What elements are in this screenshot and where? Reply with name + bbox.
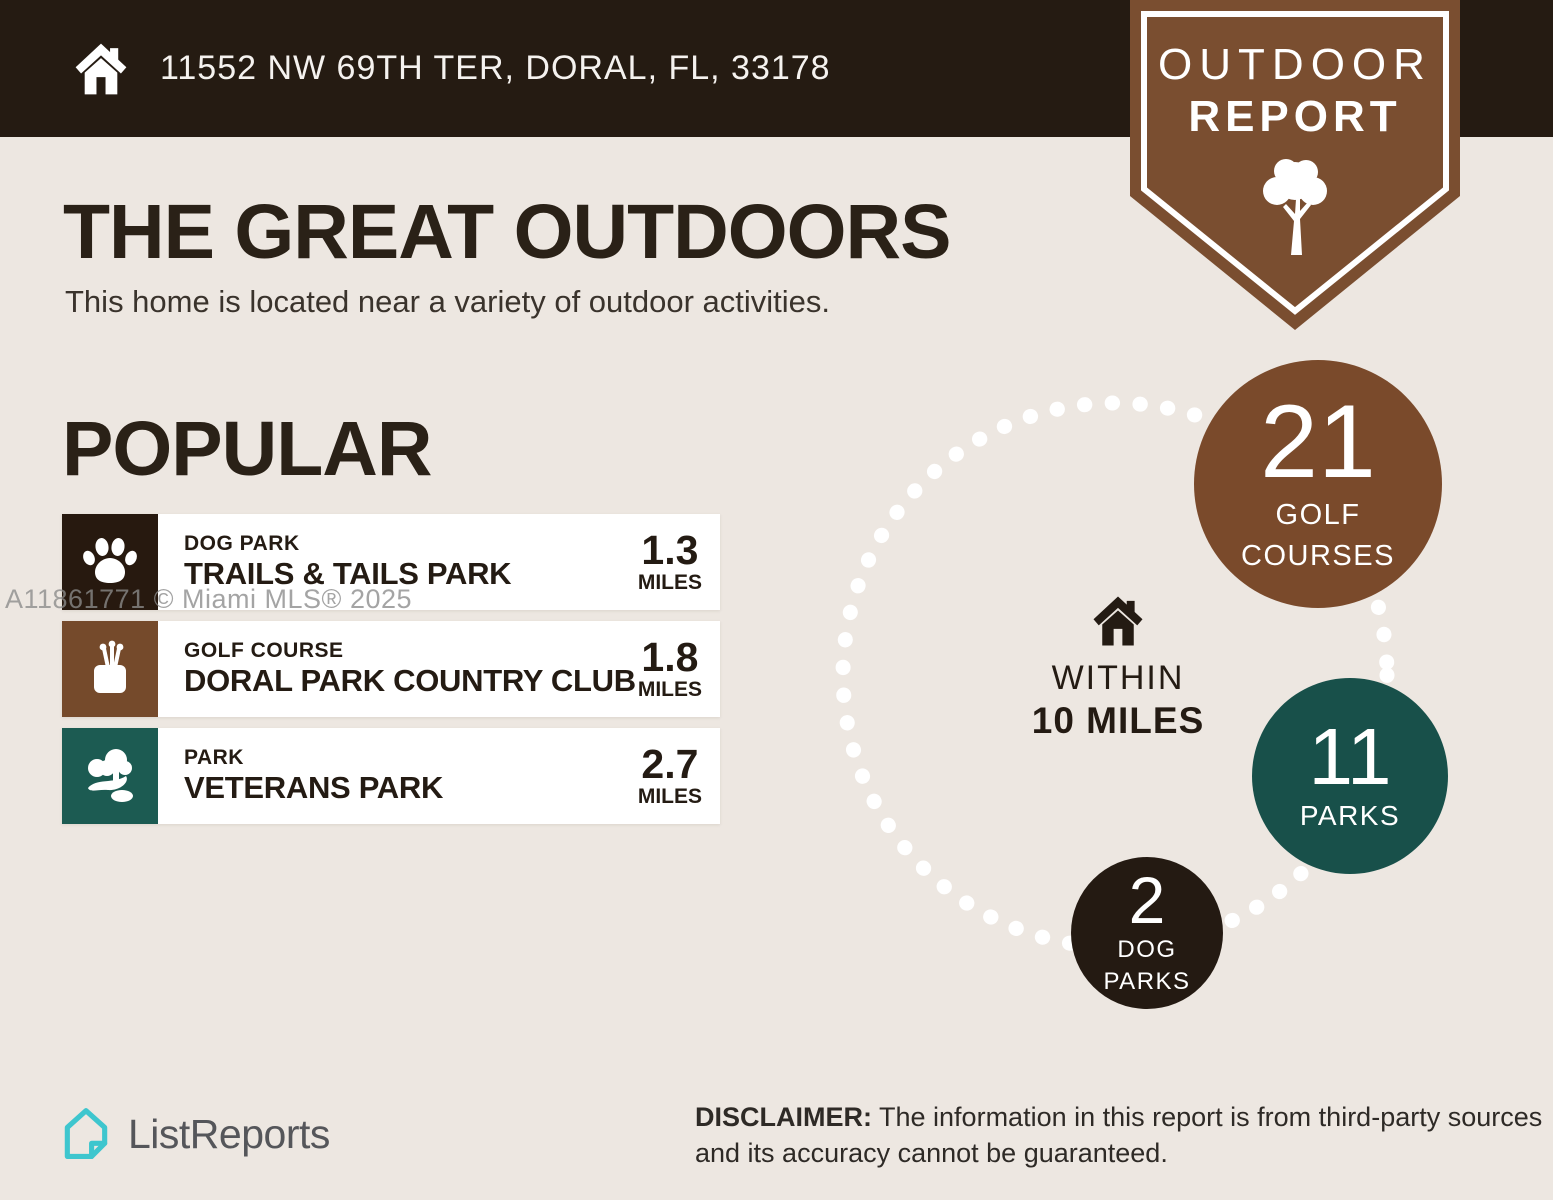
dog-park-icon-tile xyxy=(62,514,158,610)
stat-label-line1: GOLF xyxy=(1275,499,1361,532)
page-subtitle: This home is located near a variety of o… xyxy=(65,284,831,319)
home-icon xyxy=(75,43,127,94)
page-title: THE GREAT OUTDOORS xyxy=(63,189,951,275)
item-distance-unit: MILES xyxy=(637,570,702,594)
stat-value: 2 xyxy=(1128,863,1166,938)
list-item-dog-park: DOG PARK TRAILS & TAILS PARK 1.3 MILES xyxy=(62,514,720,610)
brand-name: ListReports xyxy=(128,1110,330,1157)
badge-title-line1: OUTDOOR xyxy=(1158,40,1432,89)
disclaimer-label: DISCLAIMER: xyxy=(695,1102,872,1132)
list-item-park: PARK VETERANS PARK 2.7 MILES xyxy=(62,728,720,824)
disclaimer-text: The information in this report is from t… xyxy=(695,1102,1543,1168)
item-name: DORAL PARK COUNTRY CLUB xyxy=(184,663,636,698)
stat-label-line2: PARKS xyxy=(1103,968,1191,996)
paw-icon xyxy=(83,538,137,583)
stat-parks: 11 PARKS xyxy=(1252,678,1448,874)
popular-list: DOG PARK TRAILS & TAILS PARK 1.3 MILES xyxy=(62,514,720,835)
disclaimer: DISCLAIMER: The information in this repo… xyxy=(695,1100,1553,1172)
item-name: TRAILS & TAILS PARK xyxy=(184,556,512,591)
item-name: VETERANS PARK xyxy=(184,770,444,805)
badge-title-line2: REPORT xyxy=(1188,92,1402,141)
property-address: 11552 NW 69TH TER, DORAL, FL, 33178 xyxy=(160,49,831,87)
item-category: DOG PARK xyxy=(184,532,300,555)
golf-course-icon-tile xyxy=(62,621,158,717)
outdoor-report-badge: OUTDOOR REPORT xyxy=(1130,0,1460,334)
stat-value: 11 xyxy=(1308,711,1392,801)
stat-value: 21 xyxy=(1260,384,1376,501)
mls-watermark: A11861771 © Miami MLS® 2025 xyxy=(5,584,413,614)
home-icon xyxy=(1093,596,1143,646)
list-item-golf-course: GOLF COURSE DORAL PARK COUNTRY CLUB 1.8 … xyxy=(62,621,720,717)
park-icon xyxy=(88,749,133,802)
item-distance: 1.3 xyxy=(641,526,699,573)
listreports-logo: ListReports xyxy=(58,1103,330,1165)
item-distance: 1.8 xyxy=(641,633,699,680)
popular-heading: POPULAR xyxy=(62,406,432,492)
stat-label-line1: PARKS xyxy=(1299,799,1401,831)
item-category: GOLF COURSE xyxy=(184,639,344,662)
stat-label-line2: COURSES xyxy=(1241,540,1395,573)
stat-dog-parks: 2 DOG PARKS xyxy=(1071,857,1223,1009)
radius-line2: 10 MILES xyxy=(1031,700,1205,741)
radius-line1: WITHIN xyxy=(1051,659,1185,697)
stat-label-line1: DOG xyxy=(1117,936,1177,964)
item-distance: 2.7 xyxy=(641,740,699,787)
radius-label: WITHIN 10 MILES xyxy=(1005,593,1231,742)
radius-dotted-circle xyxy=(835,395,1395,955)
tree-icon xyxy=(1263,159,1327,255)
park-icon-tile xyxy=(62,728,158,824)
stat-golf-courses: 21 GOLF COURSES xyxy=(1194,360,1442,608)
item-distance-unit: MILES xyxy=(637,677,702,701)
listreports-house-icon xyxy=(64,1108,108,1159)
golf-bag-icon xyxy=(94,640,126,693)
item-category: PARK xyxy=(184,746,244,769)
item-distance-unit: MILES xyxy=(637,784,702,808)
